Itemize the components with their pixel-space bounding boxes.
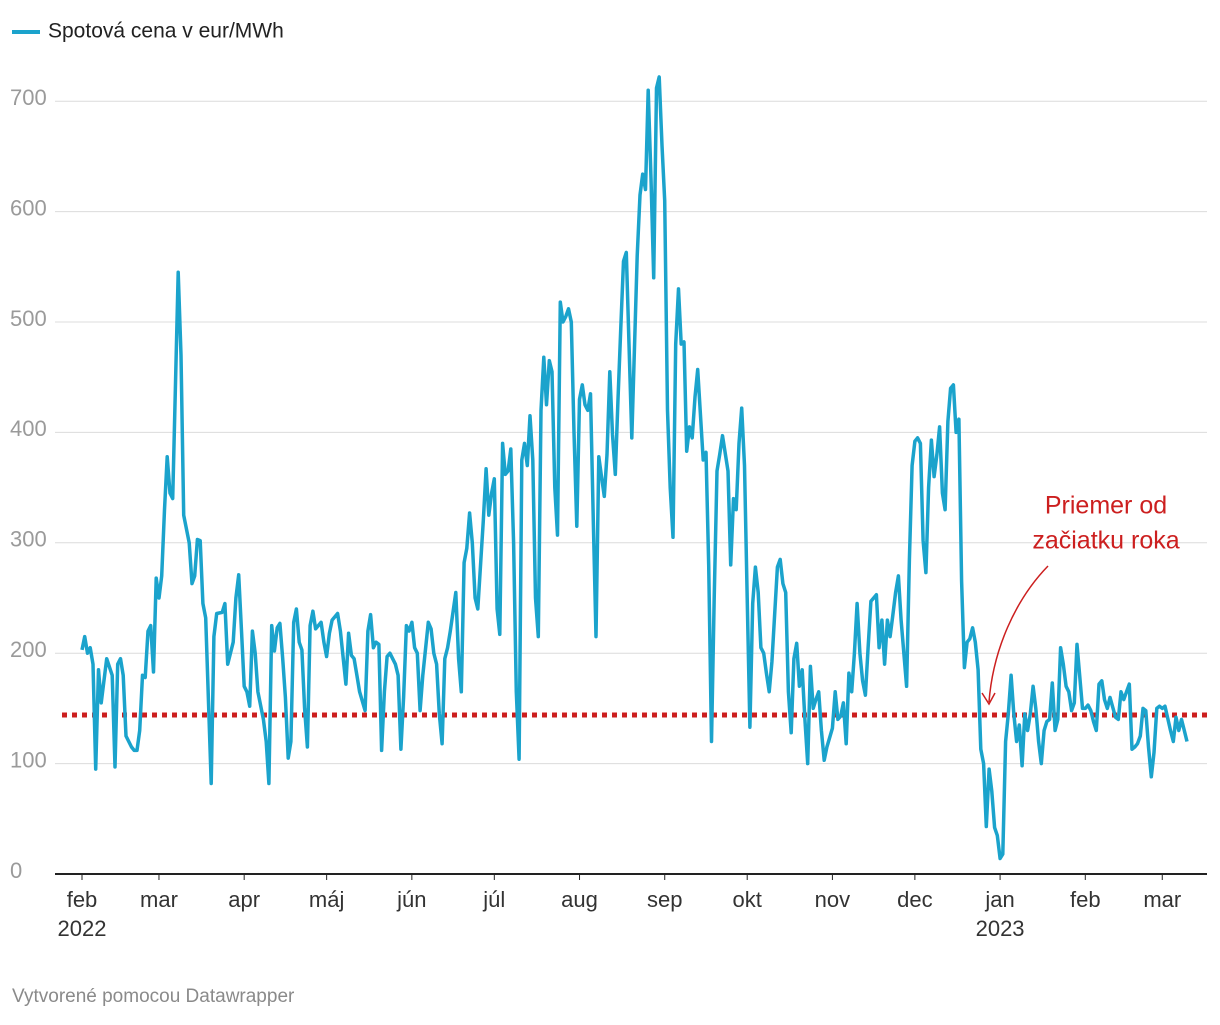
annotation-arrow xyxy=(988,565,1049,703)
x-tick-label: feb xyxy=(1070,887,1101,912)
x-tick-label: dec xyxy=(897,887,932,912)
y-tick-label: 600 xyxy=(10,195,47,220)
annotation-text: začiatku roka xyxy=(1032,527,1179,555)
x-tick-label: jan xyxy=(984,887,1014,912)
x-tick-label: nov xyxy=(815,887,850,912)
x-tick-label: máj xyxy=(309,887,344,912)
x-tick-label: jún xyxy=(396,887,426,912)
x-tick-label: aug xyxy=(561,887,598,912)
x-tick-label: mar xyxy=(1143,887,1181,912)
y-tick-label: 700 xyxy=(10,85,47,110)
credit: Vytvorené pomocou Datawrapper xyxy=(12,986,295,1007)
year-label: 2023 xyxy=(976,916,1025,941)
legend-label: Spotová cena v eur/MWh xyxy=(48,20,284,43)
x-tick-label: apr xyxy=(228,887,260,912)
x-tick-label: feb xyxy=(67,887,98,912)
y-tick-label: 300 xyxy=(10,527,47,552)
x-tick-label: mar xyxy=(140,887,178,912)
annotation-arrowhead xyxy=(981,692,996,706)
y-tick-label: 500 xyxy=(10,306,47,331)
year-label: 2022 xyxy=(58,916,107,941)
y-tick-label: 0 xyxy=(10,858,22,883)
annotation-text: Priemer od xyxy=(1045,492,1167,520)
y-tick-label: 200 xyxy=(10,637,47,662)
y-tick-label: 400 xyxy=(10,416,47,441)
y-tick-label: 100 xyxy=(10,747,47,772)
price-line xyxy=(80,75,1189,861)
x-tick-label: okt xyxy=(733,887,762,912)
x-tick-label: sep xyxy=(647,887,682,912)
x-tick-label: júl xyxy=(482,887,505,912)
